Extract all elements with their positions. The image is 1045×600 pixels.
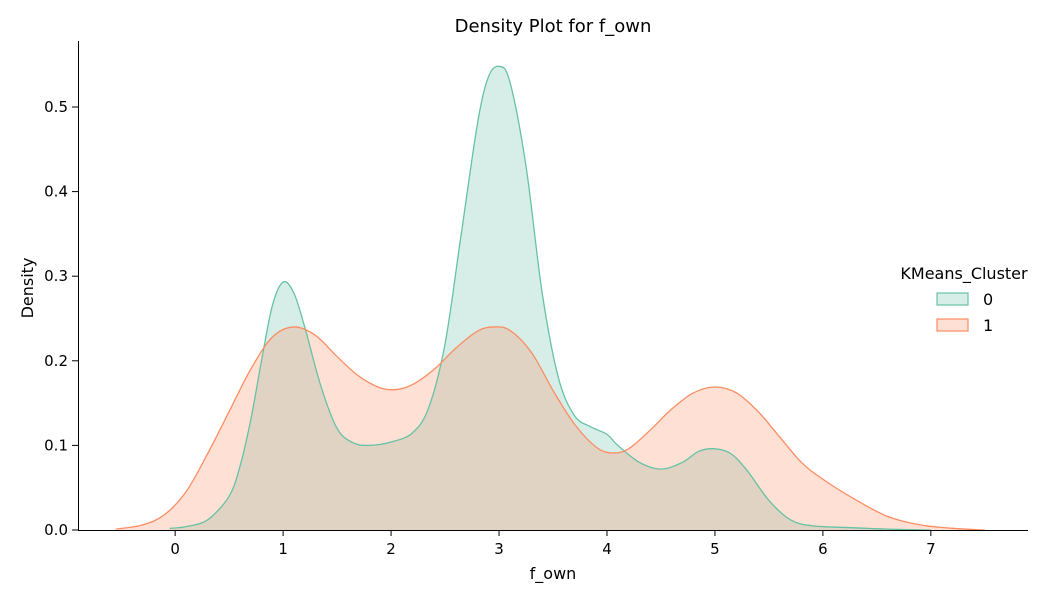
x-tick-label: 3 [494, 540, 504, 558]
x-axis-label: f_own [530, 564, 577, 584]
y-tick-label: 0.2 [44, 352, 68, 370]
x-tick-label: 7 [926, 540, 936, 558]
y-axis-ticks: 0.0 0.1 0.2 0.3 0.4 0.5 [44, 98, 78, 539]
x-tick-label: 0 [170, 540, 180, 558]
plot-area [115, 65, 985, 531]
x-axis-ticks: 0 1 2 3 4 5 6 7 [170, 530, 936, 558]
y-tick-label: 0.0 [44, 521, 68, 539]
y-tick-label: 0.1 [44, 436, 68, 454]
y-tick-label: 0.3 [44, 267, 68, 285]
legend-swatch-cluster-0 [936, 292, 969, 306]
legend: KMeans_Cluster 01 [900, 264, 1028, 335]
density-line-cluster-0 [169, 65, 931, 531]
density-area-cluster-1 [115, 326, 985, 530]
y-tick-label: 0.5 [44, 98, 68, 116]
legend-label-cluster-0: 0 [983, 290, 993, 309]
y-axis-label: Density [18, 258, 37, 319]
x-tick-label: 6 [818, 540, 828, 558]
chart-title: Density Plot for f_own [455, 16, 652, 37]
density-line-cluster-1 [115, 326, 985, 531]
legend-items: 01 [936, 290, 993, 335]
x-tick-label: 1 [278, 540, 288, 558]
y-tick-label: 0.4 [44, 183, 68, 201]
x-tick-label: 5 [710, 540, 720, 558]
x-tick-label: 2 [386, 540, 396, 558]
legend-label-cluster-1: 1 [983, 316, 993, 335]
x-tick-label: 4 [602, 540, 612, 558]
density-area-cluster-0 [169, 66, 931, 530]
legend-swatch-cluster-1 [936, 318, 969, 332]
legend-title: KMeans_Cluster [900, 264, 1028, 284]
